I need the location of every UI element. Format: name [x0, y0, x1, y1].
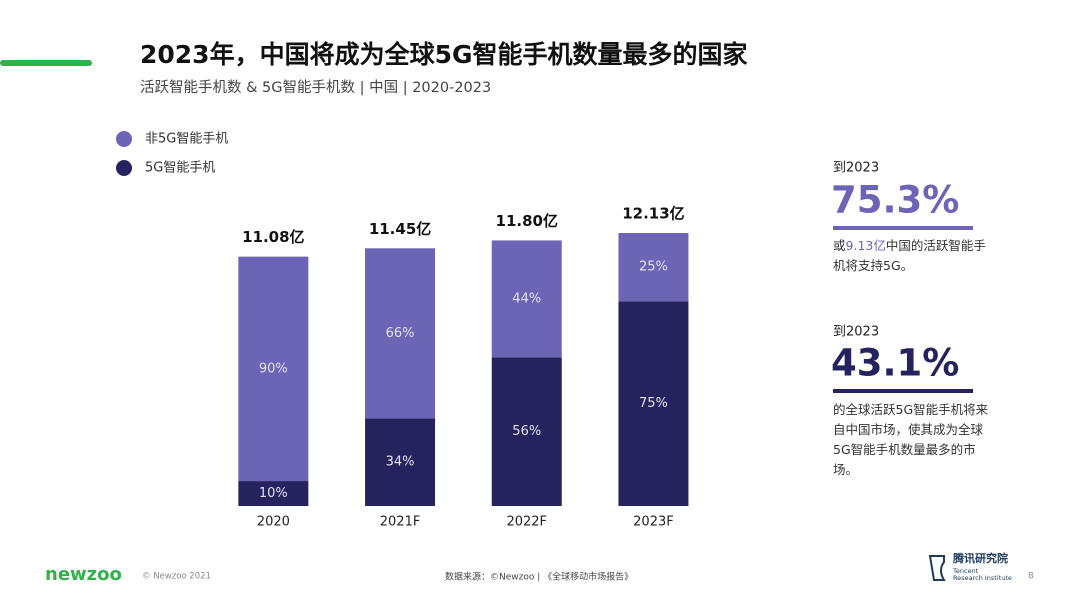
stat-text: 的全球活跃5G智能手机将来自中国市场，使其成为全球5G智能手机数量最多的市场。 [833, 400, 998, 480]
stat-lead: 到2023 [833, 161, 879, 176]
stat-highlight: 9.13亿 [845, 238, 886, 253]
total-label: 11.08亿 [242, 228, 304, 246]
data-label: 75% [639, 396, 668, 411]
bar-segment [491, 240, 562, 358]
bar-segment [365, 248, 436, 419]
legend-swatch [116, 131, 132, 147]
bar-segment [618, 301, 689, 506]
legend-label: 非5G智能手机 [145, 132, 228, 147]
x-tick-label: 2020 [257, 515, 290, 530]
stat-text: 或9.13亿中国的活跃智能手机将支持5G。 [833, 236, 998, 276]
x-tick-label: 2023F [633, 515, 674, 530]
data-label: 56% [512, 424, 541, 439]
data-label: 66% [386, 326, 415, 341]
accent-bar [0, 60, 92, 66]
source: 数据来源：©Newzoo | 《全球移动市场报告》 [445, 571, 633, 583]
bar-segment [491, 357, 562, 506]
data-label: 10% [259, 486, 288, 501]
stat-text-part: 中国的活跃智能手机将支持5G。 [833, 238, 986, 273]
page-number: 8 [1028, 572, 1034, 582]
stat-value: 43.1% [831, 342, 959, 385]
brand: newzoo [45, 564, 122, 585]
stat-lead: 到2023 [833, 325, 879, 340]
bar-segment [618, 233, 689, 302]
stat-underline [833, 389, 973, 393]
total-label: 11.80亿 [496, 212, 558, 230]
bar-segment [238, 256, 309, 482]
legend-label: 5G智能手机 [145, 161, 215, 176]
logo-en: Tencent [952, 567, 979, 575]
legend-swatch [116, 160, 132, 176]
stat-text-part: 或 [833, 238, 846, 253]
logo-icon [928, 555, 946, 581]
stat-text-part: 的全球活跃5G智能手机将来自中国市场，使其成为全球5G智能手机数量最多的市场。 [833, 402, 989, 477]
chart-title: 2023年，中国将成为全球5G智能手机数量最多的国家 [140, 40, 748, 69]
data-label: 90% [259, 361, 288, 376]
x-tick-label: 2022F [506, 515, 547, 530]
chart-subtitle: 活跃智能手机数 & 5G智能手机数 | 中国 | 2020-2023 [140, 79, 491, 96]
data-label: 44% [512, 291, 541, 306]
logo-en: Research Institute [953, 574, 1012, 582]
x-tick-label: 2021F [380, 515, 421, 530]
stat-value: 75.3% [831, 179, 959, 222]
total-label: 11.45亿 [369, 220, 431, 238]
bar-segment [365, 418, 436, 506]
data-label: 25% [639, 260, 668, 275]
data-label: 34% [386, 455, 415, 470]
copyright: © Newzoo 2021 [142, 572, 211, 582]
bar-segment [238, 481, 309, 506]
total-label: 12.13亿 [622, 205, 684, 223]
stat-underline [833, 226, 973, 230]
logo-cn: 腾讯研究院 [953, 551, 1008, 565]
